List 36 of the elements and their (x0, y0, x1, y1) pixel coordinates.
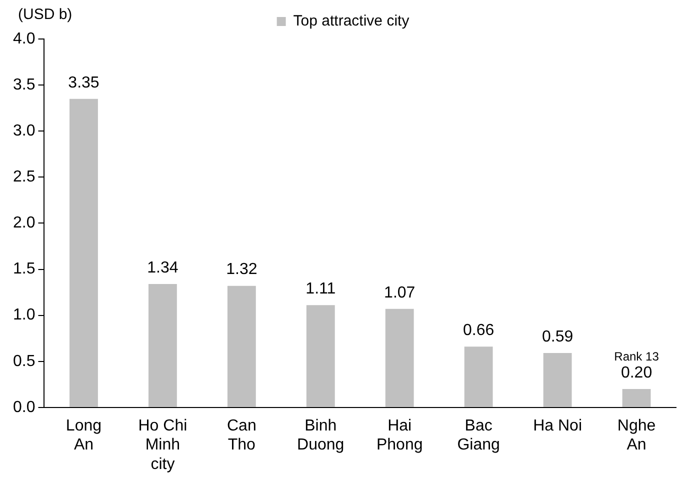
legend-label: Top attractive city (293, 12, 410, 30)
x-tick-label: Nghe An (617, 417, 656, 454)
y-axis-title: (USD b) (18, 6, 72, 23)
bar (70, 98, 98, 407)
x-tick-label: Ha Noi (533, 417, 582, 434)
annotation: Rank 13 (614, 349, 660, 364)
bar (227, 286, 256, 407)
y-tick-label: 3.5 (12, 76, 36, 94)
data-label: 0.66 (463, 322, 494, 340)
y-tick-label: 2.0 (12, 214, 36, 232)
data-label: 0.59 (542, 328, 574, 346)
data-label: 1.34 (147, 259, 178, 276)
x-tick-label: Long An (66, 417, 102, 454)
x-tick-label: Can Tho (226, 417, 256, 454)
x-tick-label: Bac Giang (457, 417, 500, 454)
data-label: 1.32 (226, 261, 258, 278)
y-tick-label: 1.5 (12, 260, 36, 278)
bar (464, 346, 493, 407)
y-tick-label: 1.0 (12, 306, 36, 324)
bar (148, 284, 177, 407)
y-tick-label: 0.0 (12, 398, 36, 416)
data-label: 1.11 (306, 280, 336, 298)
data-label: 1.07 (384, 284, 416, 302)
x-tick-label: Ho Chi Minh city (138, 417, 188, 473)
bar (385, 308, 414, 407)
y-tick-label: 4.0 (12, 30, 36, 48)
y-tick-label: 3.0 (12, 122, 36, 140)
bar (622, 388, 651, 407)
bar (306, 305, 335, 407)
data-label: 0.20 (620, 364, 652, 382)
y-tick-label: 0.5 (12, 352, 36, 370)
x-tick-label: Binh Duong (297, 417, 344, 454)
bar (543, 353, 572, 407)
x-tick-label: Hai Phong (376, 417, 423, 454)
data-label: 3.35 (68, 74, 100, 92)
y-tick-label: 2.5 (12, 168, 36, 186)
